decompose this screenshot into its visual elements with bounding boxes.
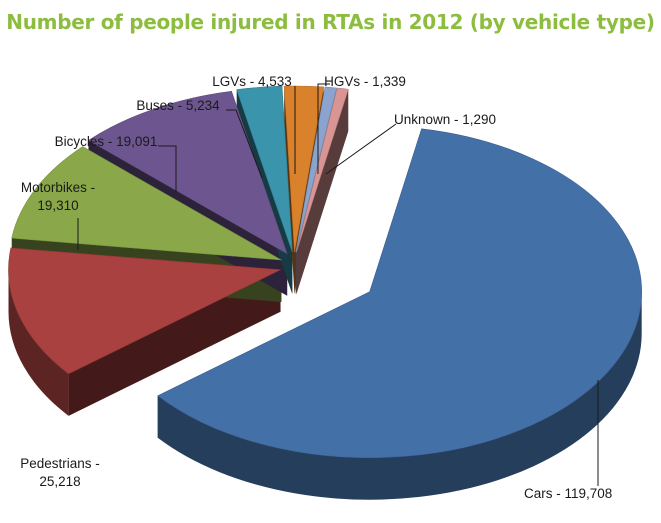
slice-label-cars: Cars - 119,708 bbox=[524, 486, 612, 501]
slice-cars bbox=[157, 128, 642, 459]
slice-side-pedestrians bbox=[8, 269, 69, 416]
slice-label-lgvs: LGVs - 4,533 bbox=[212, 74, 292, 89]
slice-buses bbox=[236, 85, 293, 253]
slice-pedestrians bbox=[8, 247, 282, 375]
slice-side-cars bbox=[157, 291, 642, 500]
slice-motorbikes bbox=[11, 146, 282, 261]
chart-title: Number of people injured in RTAs in 2012… bbox=[6, 10, 655, 34]
leader-line-buses bbox=[226, 109, 263, 179]
slice-label-bicycles: Bicycles - 19,091 bbox=[55, 134, 158, 149]
slice-label-hgvs: HGVs - 1,339 bbox=[324, 74, 406, 89]
slice-labels: Cars - 119,708 Pedestrians -25,218 Motorbi… bbox=[20, 74, 612, 501]
pie-tops bbox=[8, 85, 642, 459]
slice-wall-unknown-1 bbox=[296, 89, 349, 295]
leader-line-unknown bbox=[325, 123, 397, 175]
leader-line-bicycles bbox=[158, 145, 177, 192]
slice-label-motorbikes: Motorbikes -19,310 bbox=[21, 180, 95, 213]
leader-line-hgvs bbox=[317, 83, 330, 174]
slice-label-buses: Buses - 5,234 bbox=[136, 98, 220, 113]
slice-label-unknown: Unknown - 1,290 bbox=[394, 112, 496, 127]
slice-lgvs bbox=[283, 85, 325, 253]
slice-bicycles bbox=[87, 90, 288, 255]
slice-label-pedestrians: Pedestrians -25,218 bbox=[20, 456, 100, 489]
slice-hgvs bbox=[295, 86, 337, 253]
slice-unknown bbox=[296, 87, 349, 253]
